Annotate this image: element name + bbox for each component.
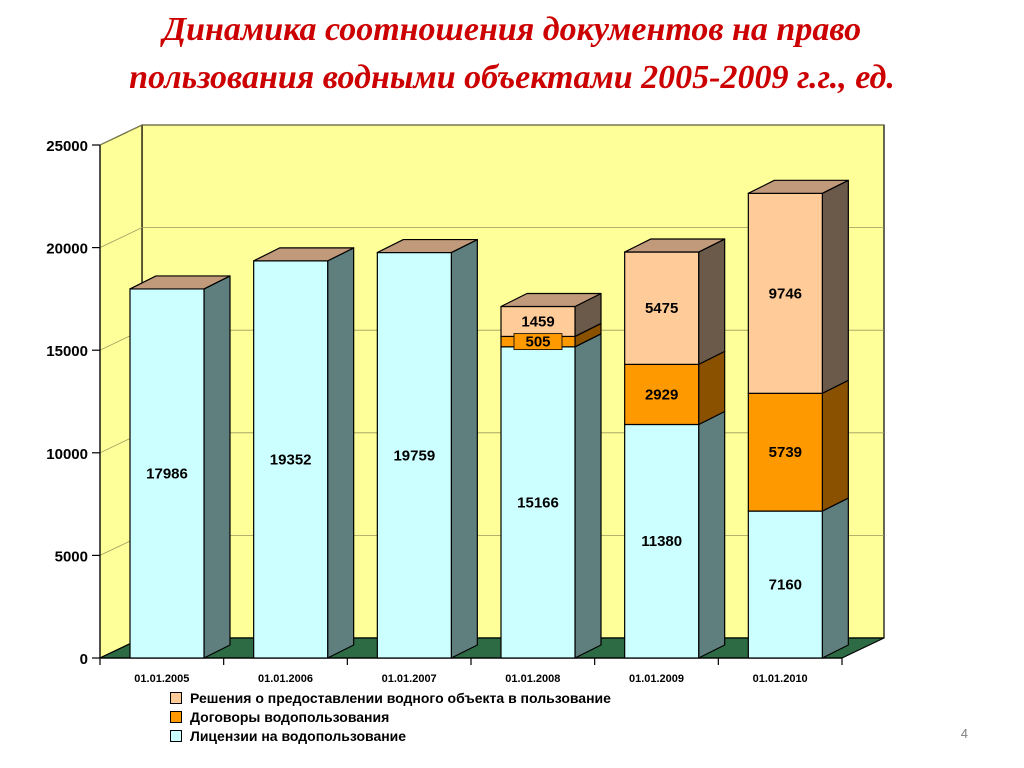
chart-title: Динамика соотношения документов на право… (40, 6, 984, 102)
data-label: 5739 (769, 444, 802, 461)
legend-item-decisions: Решения о предоставлении водного объекта… (170, 688, 611, 707)
legend-swatch-decisions (170, 691, 182, 704)
data-label: 1459 (521, 313, 554, 330)
gridline (99, 124, 884, 146)
data-label: 2929 (645, 386, 678, 403)
legend-label-decisions: Решения о предоставлении водного объекта… (190, 689, 611, 706)
legend-swatch-contracts (170, 710, 182, 723)
stacked-bar-chart: 0 5000 10000 15000 20000 25000 01.01.2005 01.01… (46, 124, 885, 685)
data-label-box (513, 333, 563, 351)
data-label: 9746 (769, 285, 802, 302)
bar-segment-side (698, 238, 726, 365)
bar-top (747, 179, 849, 194)
bar-segment (624, 363, 700, 426)
bar-segment (624, 423, 700, 659)
bar-top (253, 247, 355, 262)
bar-segment (624, 251, 700, 365)
y-tick-label: 20000 (46, 241, 88, 258)
legend-item-licenses: Лицензии на водопользование (170, 726, 611, 745)
legend-item-contracts: Договоры водопользования (170, 707, 611, 726)
data-label: 19352 (270, 451, 312, 468)
y-tick-label: 5000 (55, 548, 88, 565)
x-tick-label: 01.01.2006 (258, 673, 313, 685)
chart-title-line-2: пользования водными объектами 2005-2009 … (129, 59, 895, 96)
legend-label-contracts: Договоры водопользования (190, 708, 390, 725)
bar-segment-side (821, 179, 849, 394)
bar-top (624, 238, 726, 253)
bar-segment (747, 392, 823, 512)
y-tick-label: 0 (80, 651, 88, 668)
x-tick-label: 01.01.2010 (753, 673, 808, 685)
bar-segment-side (450, 238, 478, 659)
bar-segment-side (203, 275, 231, 659)
bar-segment (376, 251, 452, 659)
bar-segment-side (327, 247, 355, 659)
y-tick-label: 25000 (46, 138, 88, 155)
bar-segment (747, 510, 823, 659)
bar-top (376, 238, 478, 254)
bar-segment-side (574, 333, 602, 659)
data-label: 5475 (645, 300, 678, 317)
bar-top (500, 292, 602, 308)
bar-segment-side (821, 497, 849, 659)
bar-segment (500, 305, 576, 338)
gridline (99, 227, 884, 248)
y-tick-label: 15000 (46, 343, 88, 360)
legend-label-licenses: Лицензии на водопользование (190, 727, 407, 744)
bar-segment (747, 192, 823, 394)
data-label: 15166 (517, 494, 559, 511)
bar-top (129, 275, 231, 290)
y-tick-label: 10000 (46, 446, 88, 463)
x-tick-label: 01.01.2008 (505, 673, 560, 685)
x-tick-label: 01.01.2007 (382, 673, 437, 685)
data-label: 7160 (769, 577, 802, 594)
page-number: 4 (960, 726, 968, 741)
data-label: 19759 (393, 447, 435, 464)
data-label: 11380 (641, 533, 682, 550)
chart-title-line-1: Динамика соотношения документов на право (162, 11, 862, 48)
bar-segment-side (698, 410, 726, 659)
x-tick-label: 01.01.2005 (134, 673, 189, 685)
data-label: 505 (525, 334, 550, 351)
bar-segment-side (821, 379, 849, 512)
data-label: 17986 (146, 465, 188, 482)
legend-swatch-licenses (170, 729, 182, 742)
x-tick-label: 01.01.2009 (629, 673, 684, 685)
chart-legend: Решения о предоставлении водного объекта… (170, 688, 611, 745)
bar-segment (500, 346, 576, 659)
